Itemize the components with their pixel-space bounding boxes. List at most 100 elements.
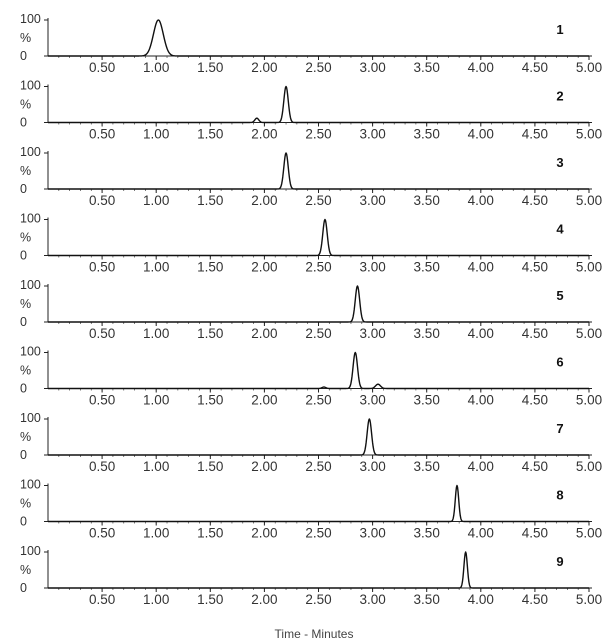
x-tick-label: 2.50	[305, 60, 331, 75]
y-tick-label: %	[20, 297, 31, 311]
y-tick-label: 0	[20, 382, 27, 396]
panel-number: 6	[556, 355, 563, 370]
chromatogram-trace	[47, 351, 590, 390]
x-tick-label: 4.50	[522, 326, 548, 341]
x-tick-label: 1.00	[143, 260, 169, 275]
x-tick-label: 2.50	[305, 526, 331, 541]
x-tick-label: 4.00	[468, 459, 494, 474]
x-tick-label: 0.50	[89, 526, 115, 541]
x-tick-label: 5.00	[576, 193, 602, 208]
x-tick-label: 4.50	[522, 526, 548, 541]
x-tick-label: 2.00	[251, 526, 277, 541]
x-tick-label: 3.50	[414, 526, 440, 541]
x-tick-label: 4.00	[468, 260, 494, 275]
panel-number: 7	[556, 421, 563, 436]
y-tick-label: 100	[20, 12, 41, 26]
x-tick-label: 4.00	[468, 127, 494, 142]
x-tick-label: 3.00	[359, 459, 385, 474]
x-tick-label: 1.50	[197, 459, 223, 474]
x-tick-label: 0.50	[89, 260, 115, 275]
y-tick-label: 0	[20, 315, 27, 329]
x-tick-label: 2.50	[305, 193, 331, 208]
x-tick-label: 3.50	[414, 60, 440, 75]
x-tick-label: 2.50	[305, 326, 331, 341]
x-tick-label: 3.50	[414, 459, 440, 474]
x-tick-label: 1.50	[197, 127, 223, 142]
x-tick-label: 3.00	[359, 592, 385, 607]
x-tick-label: 3.00	[359, 326, 385, 341]
chromatogram-trace	[47, 551, 590, 589]
x-tick-label: 1.00	[143, 127, 169, 142]
x-tick-label: 3.50	[414, 260, 440, 275]
x-tick-label: 0.50	[89, 60, 115, 75]
panel-5: 100% 0 0.50 1.00 1.50 2.00 2.50 3.00 3.50 4.00 4.5…	[20, 278, 602, 341]
x-tick-label: 1.50	[197, 193, 223, 208]
y-tick-label: 100	[20, 212, 41, 226]
x-tick-label: 2.50	[305, 592, 331, 607]
x-tick-label: 4.50	[522, 60, 548, 75]
x-tick-label: 2.50	[305, 260, 331, 275]
x-tick-label: 1.00	[143, 393, 169, 408]
x-tick-label: 4.00	[468, 193, 494, 208]
x-tick-label: 3.50	[414, 393, 440, 408]
x-tick-label: 4.00	[468, 592, 494, 607]
y-tick-label: %	[20, 164, 31, 178]
y-tick-label: 0	[20, 49, 27, 63]
chromatogram-trace	[47, 152, 590, 190]
x-tick-label: 5.00	[576, 526, 602, 541]
x-tick-label: 2.00	[251, 260, 277, 275]
panel-2: 100% 0 0.50 1.00 1.50 2.00 2.50 3.00 3.50 4.00 4.5…	[20, 79, 602, 142]
y-tick-label: %	[20, 563, 31, 577]
x-tick-label: 3.00	[359, 260, 385, 275]
x-tick-label: 2.00	[251, 127, 277, 142]
x-tick-label: 2.00	[251, 326, 277, 341]
x-tick-label: 5.00	[576, 127, 602, 142]
panel-9: 100% 0 0.50 1.00 1.50 2.00 2.50 3.00 3.50 4.00 4.5…	[20, 544, 602, 607]
y-tick-label: 0	[20, 182, 27, 196]
panel-number: 4	[556, 222, 564, 237]
x-tick-label: 1.00	[143, 326, 169, 341]
panel-6: 100% 0 0.50 1.00 1.50 2.00 2.50 3.00 3.50 4.00 4.5…	[20, 345, 602, 408]
x-axis-title: Time - Minutes	[275, 627, 354, 641]
y-tick-label: 100	[20, 478, 41, 492]
x-tick-label: 1.50	[197, 60, 223, 75]
y-tick-label: 100	[20, 411, 41, 425]
y-tick-label: 100	[20, 145, 41, 159]
panel-number: 5	[556, 288, 563, 303]
panel-number: 3	[556, 155, 563, 170]
x-tick-label: 3.00	[359, 60, 385, 75]
y-tick-label: 0	[20, 116, 27, 130]
x-tick-label: 3.50	[414, 193, 440, 208]
y-tick-label: 100	[20, 544, 41, 558]
x-tick-label: 2.00	[251, 193, 277, 208]
x-tick-label: 5.00	[576, 260, 602, 275]
panel-4: 100% 0 0.50 1.00 1.50 2.00 2.50 3.00 3.50 4.00 4.5…	[20, 212, 602, 275]
x-tick-label: 5.00	[576, 326, 602, 341]
x-tick-label: 3.00	[359, 393, 385, 408]
x-tick-label: 4.00	[468, 326, 494, 341]
x-tick-label: 1.50	[197, 393, 223, 408]
x-tick-label: 0.50	[89, 326, 115, 341]
chromatogram-trace	[47, 85, 590, 124]
x-tick-label: 5.00	[576, 459, 602, 474]
x-tick-label: 0.50	[89, 592, 115, 607]
x-tick-label: 1.50	[197, 526, 223, 541]
x-tick-label: 2.50	[305, 459, 331, 474]
x-tick-label: 0.50	[89, 193, 115, 208]
y-tick-label: %	[20, 430, 31, 444]
x-tick-label: 4.00	[468, 393, 494, 408]
chromatogram-trace	[47, 484, 590, 523]
x-tick-label: 4.50	[522, 459, 548, 474]
x-tick-label: 4.50	[522, 193, 548, 208]
x-tick-label: 2.50	[305, 127, 331, 142]
panel-3: 100% 0 0.50 1.00 1.50 2.00 2.50 3.00 3.50 4.00 4.5…	[20, 145, 602, 208]
y-tick-label: 100	[20, 345, 41, 359]
x-tick-label: 2.00	[251, 459, 277, 474]
x-tick-label: 3.00	[359, 127, 385, 142]
x-tick-label: 1.50	[197, 260, 223, 275]
x-tick-label: 4.00	[468, 526, 494, 541]
x-tick-label: 5.00	[576, 592, 602, 607]
panel-number: 8	[556, 488, 563, 503]
x-tick-label: 0.50	[89, 393, 115, 408]
